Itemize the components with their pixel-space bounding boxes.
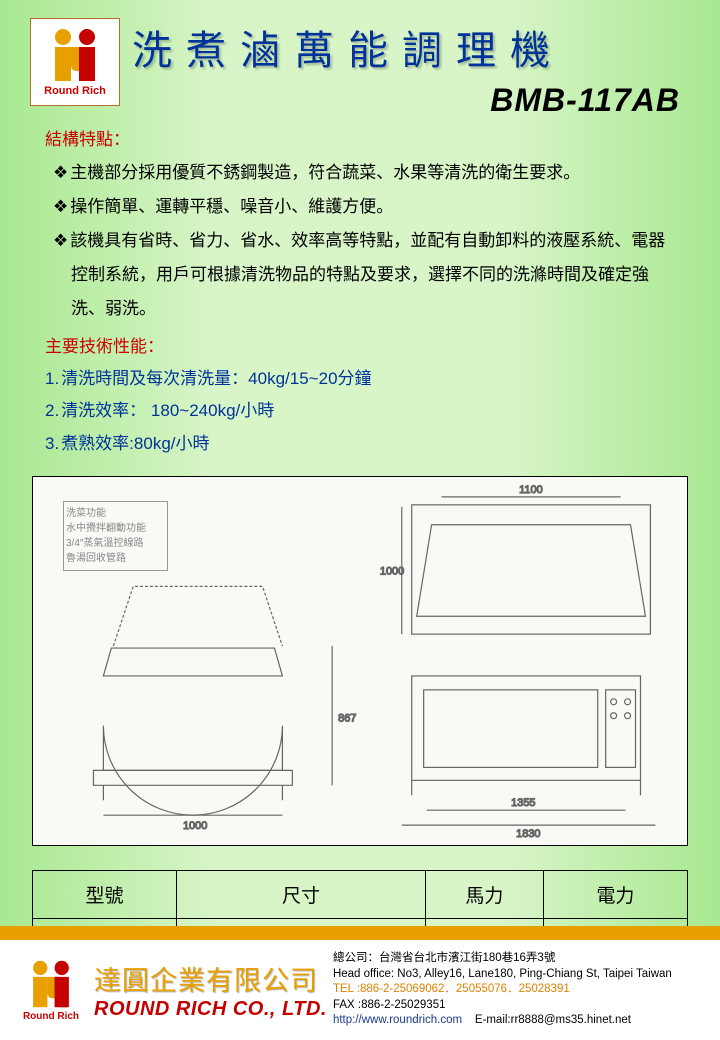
company-name-en: ROUND RICH CO., LTD. — [94, 998, 327, 1021]
table-header: 尺寸 — [177, 870, 426, 918]
table-row: 型號 尺寸 馬力 電力 — [33, 870, 688, 918]
addr-cn: 總公司：台灣省台北市濱江街180巷16弄3號 — [333, 951, 672, 967]
logo-brand: Round Rich — [44, 85, 106, 97]
features-heading: 結構特點： — [45, 125, 675, 150]
svg-text:1355: 1355 — [511, 797, 535, 809]
model-number: BMB-117AB — [132, 82, 680, 119]
email: E-mail:rr8888@ms35.hinet.net — [475, 1014, 631, 1026]
drawing-label-box: 洗菜功能 水中攪拌翻動功能 3/4″蒸氣溫控線路 魯湯回收管路 — [63, 501, 168, 571]
svg-text:1830: 1830 — [516, 828, 540, 840]
page-title: 洗煮滷萬能調理機 — [132, 18, 690, 76]
spec-item: 3.煮熟效率:80kg/小時 — [45, 428, 675, 460]
footer-bar — [0, 926, 720, 940]
feature-item: 該機具有省時、省力、省水、效率高等特點，並配有自動卸料的液壓系統、電器控制系統，… — [63, 224, 675, 326]
footer-logo: Round Rich — [12, 951, 90, 1029]
footer-contact: 總公司：台灣省台北市濱江街180巷16弄3號 Head office: No3,… — [333, 951, 672, 1029]
specs-heading: 主要技術性能： — [45, 332, 675, 357]
spec-item: 1.清洗時間及每次清洗量：40kg/15~20分鐘 — [45, 363, 675, 395]
addr-en: Head office: No3, Alley16, Lane180, Ping… — [333, 967, 672, 983]
logo-icon — [45, 27, 105, 83]
spec-item: 2.清洗效率： 180~240kg/小時 — [45, 395, 675, 427]
company-name-cn: 達圓企業有限公司 — [94, 959, 327, 998]
table-header: 型號 — [33, 870, 177, 918]
features-list: 主機部分採用優質不銹鋼製造，符合蔬菜、水果等清洗的衛生要求。 操作簡單、運轉平穩… — [45, 156, 675, 326]
website: http://www.roundrich.com — [333, 1014, 462, 1026]
svg-text:1000: 1000 — [183, 820, 207, 832]
logo: Round Rich — [30, 18, 120, 106]
tel: TEL :886-2-25069062．25055076．25028391 — [333, 982, 672, 998]
svg-text:867: 867 — [338, 713, 356, 725]
table-header: 電力 — [543, 870, 687, 918]
footer: Round Rich 達圓企業有限公司 ROUND RICH CO., LTD.… — [0, 940, 720, 1040]
svg-text:1100: 1100 — [519, 484, 543, 496]
logo-icon — [24, 959, 78, 1009]
svg-text:1000: 1000 — [380, 565, 404, 577]
fax: FAX :886-2-25029351 — [333, 998, 672, 1014]
table-header: 馬力 — [425, 870, 543, 918]
feature-item: 操作簡單、運轉平穩、噪音小、維護方便。 — [63, 190, 675, 224]
technical-drawing: 洗菜功能 水中攪拌翻動功能 3/4″蒸氣溫控線路 魯湯回收管路 1000 867… — [32, 476, 688, 846]
feature-item: 主機部分採用優質不銹鋼製造，符合蔬菜、水果等清洗的衛生要求。 — [63, 156, 675, 190]
specs-list: 1.清洗時間及每次清洗量：40kg/15~20分鐘 2.清洗效率： 180~24… — [45, 363, 675, 460]
